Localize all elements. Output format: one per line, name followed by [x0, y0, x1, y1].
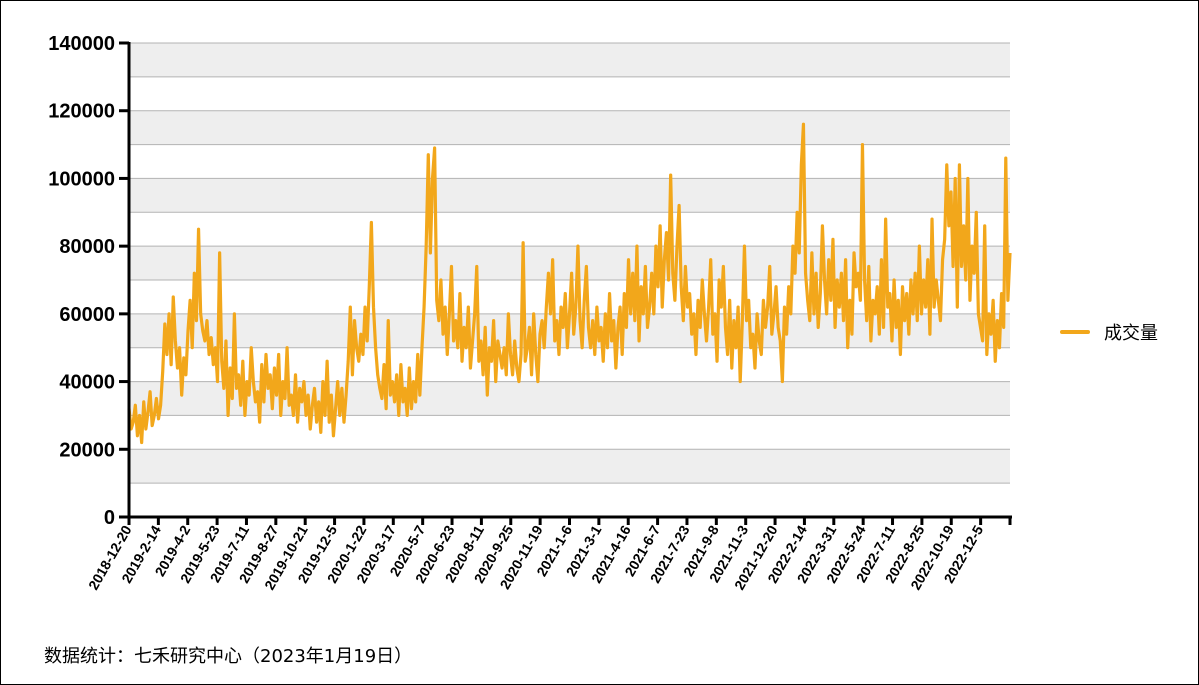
y-tick-label: 60000 [59, 304, 115, 326]
chart-legend: 成交量 [1060, 323, 1158, 344]
background-band [129, 449, 1010, 484]
chart-series [127, 122, 1012, 445]
chart-background-bands [129, 43, 1010, 484]
y-tick-label: 140000 [48, 33, 115, 55]
source-note: 数据统计：七禾研究中心（2023年1月19日） [44, 646, 413, 667]
legend-label: 成交量 [1104, 323, 1158, 344]
background-band [129, 178, 1010, 213]
y-tick-label: 80000 [59, 236, 115, 258]
background-band [129, 43, 1010, 77]
y-tick-label: 40000 [59, 372, 115, 394]
y-tick-label: 0 [104, 507, 115, 529]
y-tick-label: 20000 [59, 439, 115, 461]
series-line-成交量 [127, 122, 1012, 445]
x-axis-ticks: 2018-12-202019-2-142019-4-22019-5-232019… [85, 517, 1012, 593]
y-axis-ticks: 0 20000 40000 60000 80000 100000 120000 140000 [48, 33, 129, 529]
chart-gridlines [129, 42, 1010, 484]
y-tick-label: 120000 [48, 101, 115, 123]
background-band [129, 110, 1010, 145]
background-band [129, 246, 1010, 280]
y-tick-label: 100000 [48, 168, 115, 190]
